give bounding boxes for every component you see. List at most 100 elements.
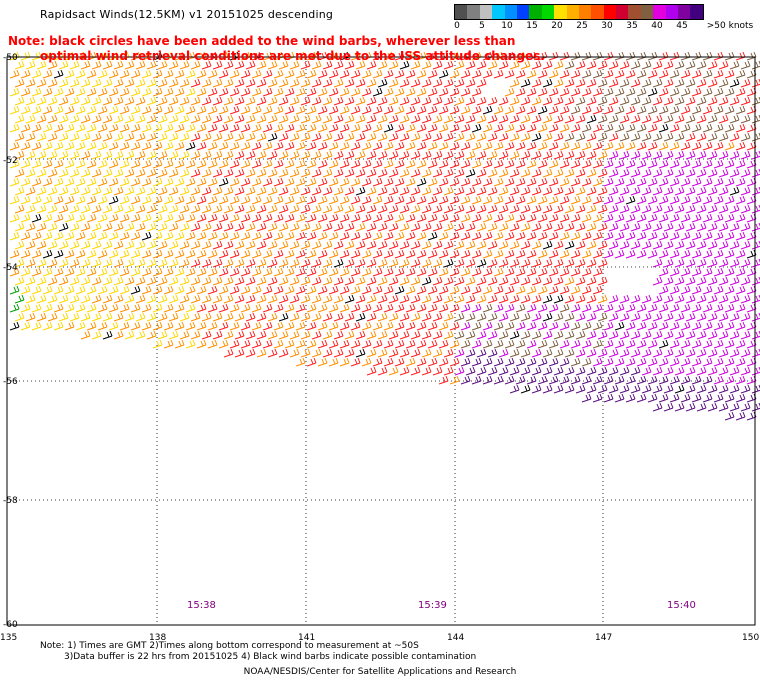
wind-barb — [713, 159, 724, 169]
wind-barb — [553, 222, 564, 232]
wind-barb — [278, 60, 289, 70]
wind-barb — [168, 60, 179, 70]
wind-barb — [625, 339, 636, 349]
wind-barb — [86, 321, 97, 331]
wind-barb — [735, 87, 746, 97]
wind-barb — [575, 78, 586, 88]
wind-barb — [168, 96, 179, 106]
wind-barb — [383, 231, 394, 241]
wind-barb — [273, 105, 284, 115]
wind-barb — [311, 132, 322, 142]
wind-barb — [383, 195, 394, 205]
wind-barb — [278, 348, 289, 358]
wind-barb — [724, 357, 735, 367]
wind-barb — [647, 375, 658, 385]
wind-barb — [641, 240, 652, 250]
wind-barb — [355, 186, 366, 196]
wind-barb — [234, 294, 245, 304]
wind-barb — [680, 339, 691, 349]
wind-barb — [647, 51, 658, 61]
wind-barb — [372, 159, 383, 169]
wind-barb — [372, 339, 383, 349]
wind-barb — [559, 87, 570, 97]
wind-barb — [636, 195, 647, 205]
wind-barb — [53, 195, 64, 205]
wind-barb — [641, 168, 652, 178]
wind-barb — [267, 330, 278, 340]
wind-barb — [443, 186, 454, 196]
wind-barb — [333, 240, 344, 250]
wind-barb — [377, 132, 388, 142]
wind-barb — [102, 276, 113, 286]
wind-barb — [460, 231, 471, 241]
wind-barb — [669, 231, 680, 241]
wind-barb — [526, 249, 537, 259]
wind-barb — [427, 177, 438, 187]
wind-barb — [603, 69, 614, 79]
wind-barb — [559, 285, 570, 295]
wind-barb — [570, 87, 581, 97]
wind-barb — [383, 69, 394, 79]
wind-barb — [625, 141, 636, 151]
wind-barb — [504, 159, 515, 169]
wind-barb — [438, 141, 449, 151]
wind-barb — [460, 159, 471, 169]
wind-barb — [685, 312, 696, 322]
wind-barb — [273, 213, 284, 223]
wind-barb — [685, 114, 696, 124]
wind-barb — [553, 294, 564, 304]
wind-barb — [328, 249, 339, 259]
wind-barb — [438, 249, 449, 259]
wind-barb — [86, 87, 97, 97]
wind-barb — [322, 348, 333, 358]
wind-barb — [102, 150, 113, 160]
wind-barb — [53, 123, 64, 133]
wind-barb — [75, 87, 86, 97]
wind-barb — [630, 114, 641, 124]
wind-barb — [179, 330, 190, 340]
wind-barb — [410, 96, 421, 106]
wind-barb — [344, 348, 355, 358]
wind-barb — [405, 339, 416, 349]
wind-barb — [168, 132, 179, 142]
wind-barb — [735, 393, 746, 403]
wind-barb — [289, 78, 300, 88]
wind-barb — [724, 177, 735, 187]
wind-barb — [146, 258, 157, 268]
wind-barb — [58, 132, 69, 142]
wind-barb — [366, 114, 377, 124]
wind-barb — [267, 222, 278, 232]
wind-barb — [311, 60, 322, 70]
wind-barb — [383, 105, 394, 115]
wind-barb — [273, 249, 284, 259]
wind-barb — [69, 276, 80, 286]
wind-barb — [20, 69, 31, 79]
wind-barb — [729, 384, 740, 394]
wind-barb — [526, 195, 537, 205]
wind-barb — [597, 276, 608, 286]
wind-barb — [322, 78, 333, 88]
wind-barb — [383, 249, 394, 259]
wind-barb — [410, 132, 421, 142]
wind-barb — [350, 231, 361, 241]
wind-barb — [471, 249, 482, 259]
wind-barb — [548, 177, 559, 187]
wind-barb — [592, 303, 603, 313]
wind-barb — [449, 87, 460, 97]
wind-barb — [471, 123, 482, 133]
wind-barb — [498, 222, 509, 232]
wind-barb — [691, 375, 702, 385]
wind-barb — [80, 186, 91, 196]
wind-barb — [229, 285, 240, 295]
wind-barb — [185, 339, 196, 349]
wind-barb — [245, 78, 256, 88]
wind-barb — [168, 186, 179, 196]
wind-barb — [240, 195, 251, 205]
wind-barb — [504, 177, 515, 187]
wind-barb — [355, 78, 366, 88]
wind-barb — [570, 159, 581, 169]
wind-barb — [476, 60, 487, 70]
wind-barb — [47, 204, 58, 214]
wind-barb — [113, 294, 124, 304]
